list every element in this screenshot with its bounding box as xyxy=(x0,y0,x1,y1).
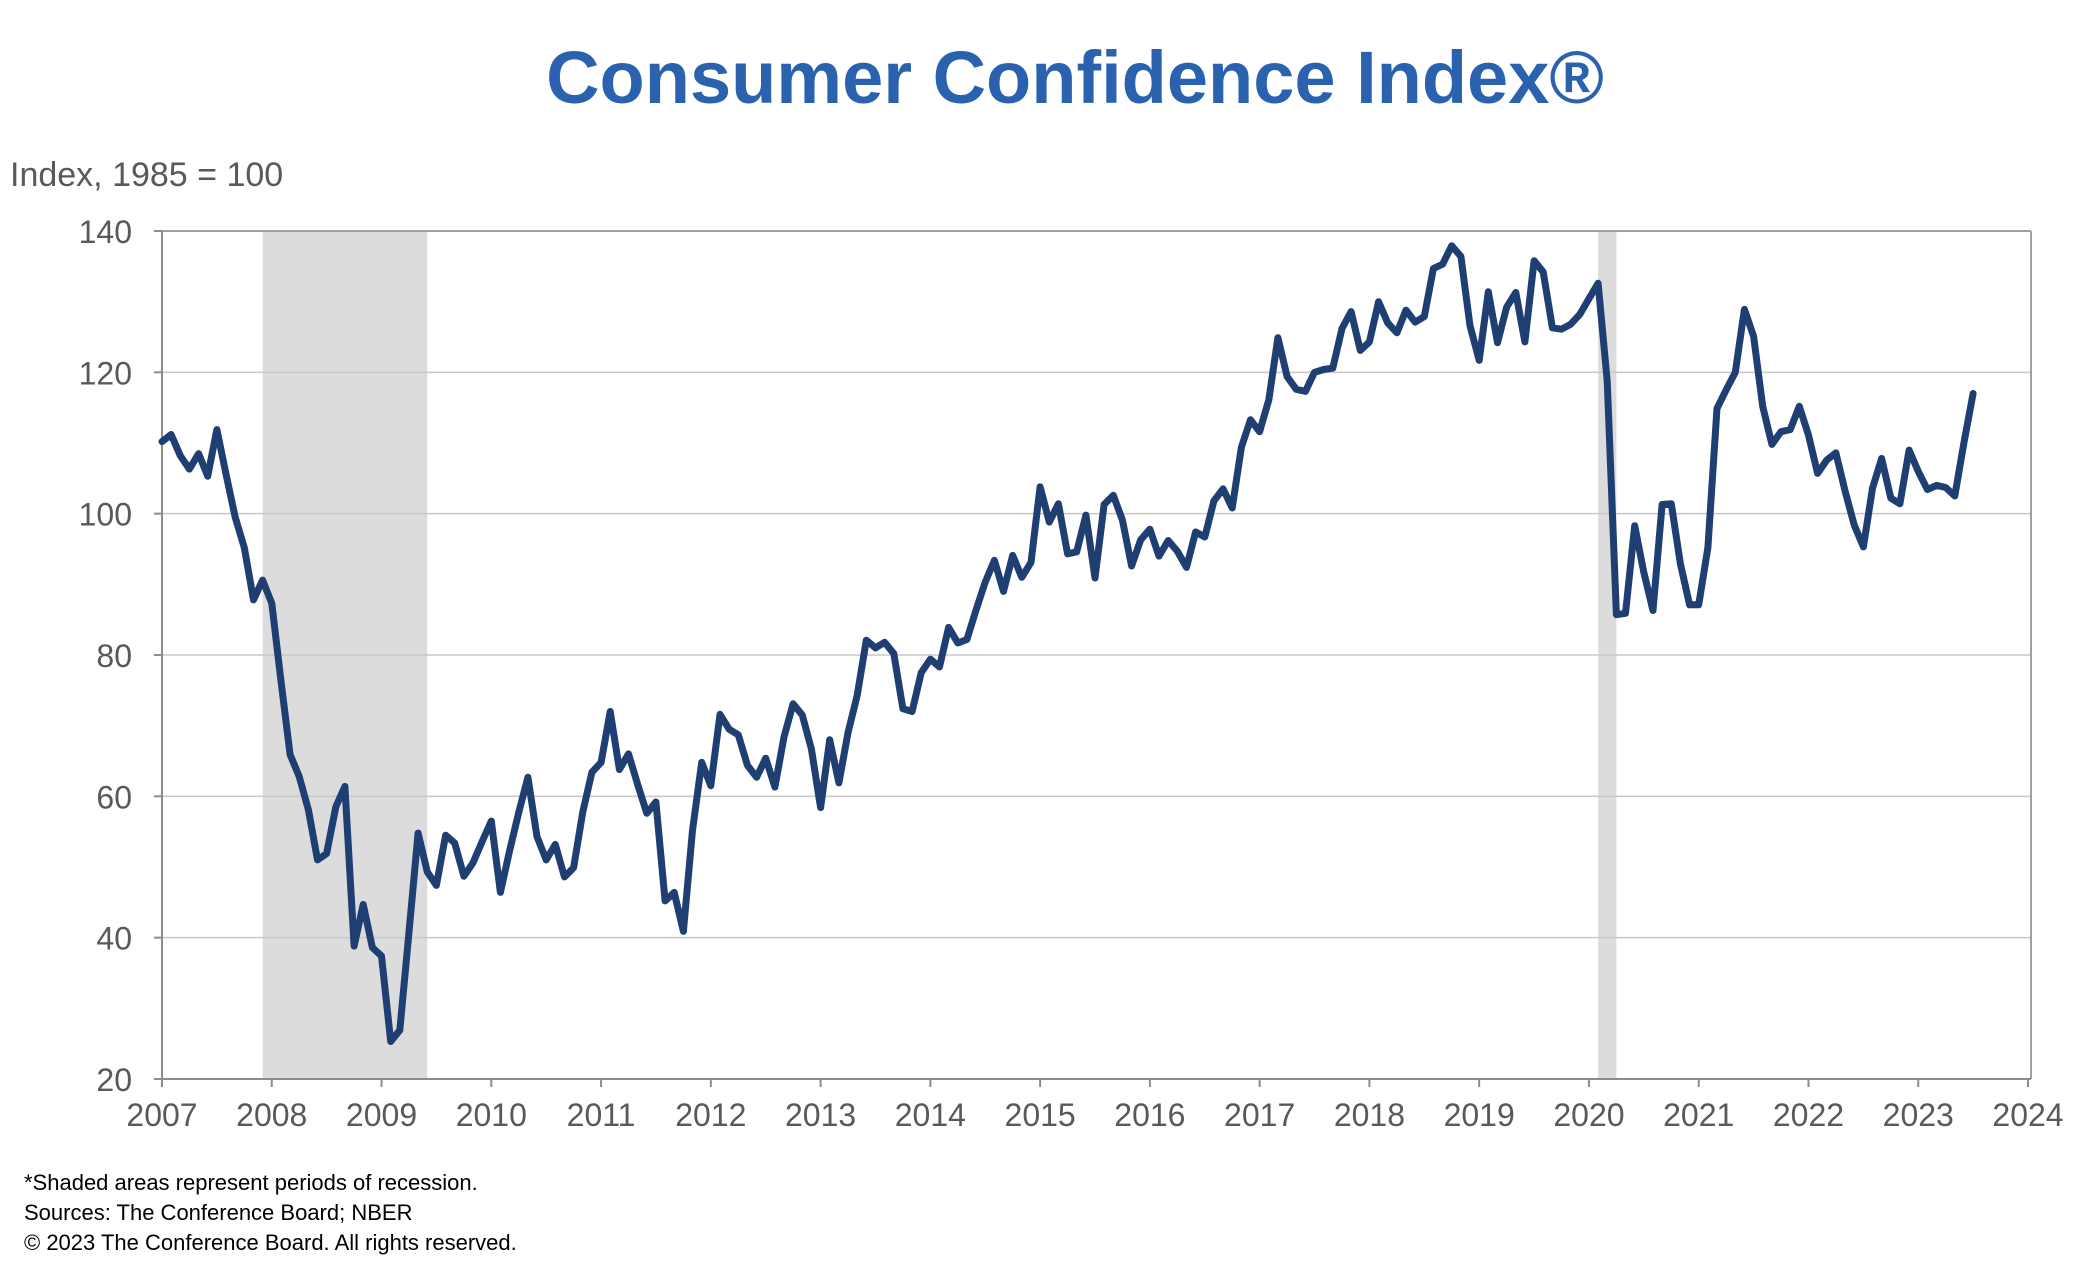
x-tick-label: 2020 xyxy=(1553,1097,1624,1133)
x-tick-label: 2007 xyxy=(126,1097,197,1133)
footnote-sources: Sources: The Conference Board; NBER xyxy=(24,1200,412,1225)
x-tick-label: 2012 xyxy=(675,1097,746,1133)
x-tick-label: 2010 xyxy=(456,1097,527,1133)
x-tick-label: 2022 xyxy=(1773,1097,1844,1133)
y-tick-label: 60 xyxy=(96,779,132,815)
x-tick-label: 2013 xyxy=(785,1097,856,1133)
x-tick-label: 2016 xyxy=(1114,1097,1185,1133)
x-tick-label: 2024 xyxy=(1992,1097,2063,1133)
x-tick-label: 2021 xyxy=(1663,1097,1734,1133)
x-tick-label: 2008 xyxy=(236,1097,307,1133)
footnote-recession: *Shaded areas represent periods of reces… xyxy=(24,1170,478,1195)
x-tick-label: 2019 xyxy=(1444,1097,1515,1133)
series-line xyxy=(158,242,1977,1045)
y-tick-label: 40 xyxy=(96,921,132,957)
y-axis: 20 40 60 80 100 120 140 xyxy=(79,214,163,1098)
x-tick-label: 2015 xyxy=(1005,1097,1076,1133)
x-tick-label: 2017 xyxy=(1224,1097,1295,1133)
chart-title: Consumer Confidence Index® xyxy=(546,36,1604,119)
x-tick-label: 2009 xyxy=(346,1097,417,1133)
y-tick-label: 140 xyxy=(79,214,132,250)
x-tick-label: 2014 xyxy=(895,1097,966,1133)
y-tick-label: 20 xyxy=(96,1062,132,1098)
series xyxy=(158,242,1977,1045)
footnote-copyright: © 2023 The Conference Board. All rights … xyxy=(24,1230,517,1255)
y-tick-label: 100 xyxy=(79,497,132,533)
y-axis-label: Index, 1985 = 100 xyxy=(10,156,283,194)
y-tick-label: 120 xyxy=(79,355,132,391)
x-tick-label: 2023 xyxy=(1883,1097,1954,1133)
x-tick-label: 2018 xyxy=(1334,1097,1405,1133)
y-tick-label: 80 xyxy=(96,638,132,674)
x-tick-label: 2011 xyxy=(567,1097,636,1133)
x-axis: 2007 2008 2009 2010 2011 2012 2013 2014 2015 2016… xyxy=(126,1078,2064,1133)
gridlines xyxy=(162,230,2032,1079)
